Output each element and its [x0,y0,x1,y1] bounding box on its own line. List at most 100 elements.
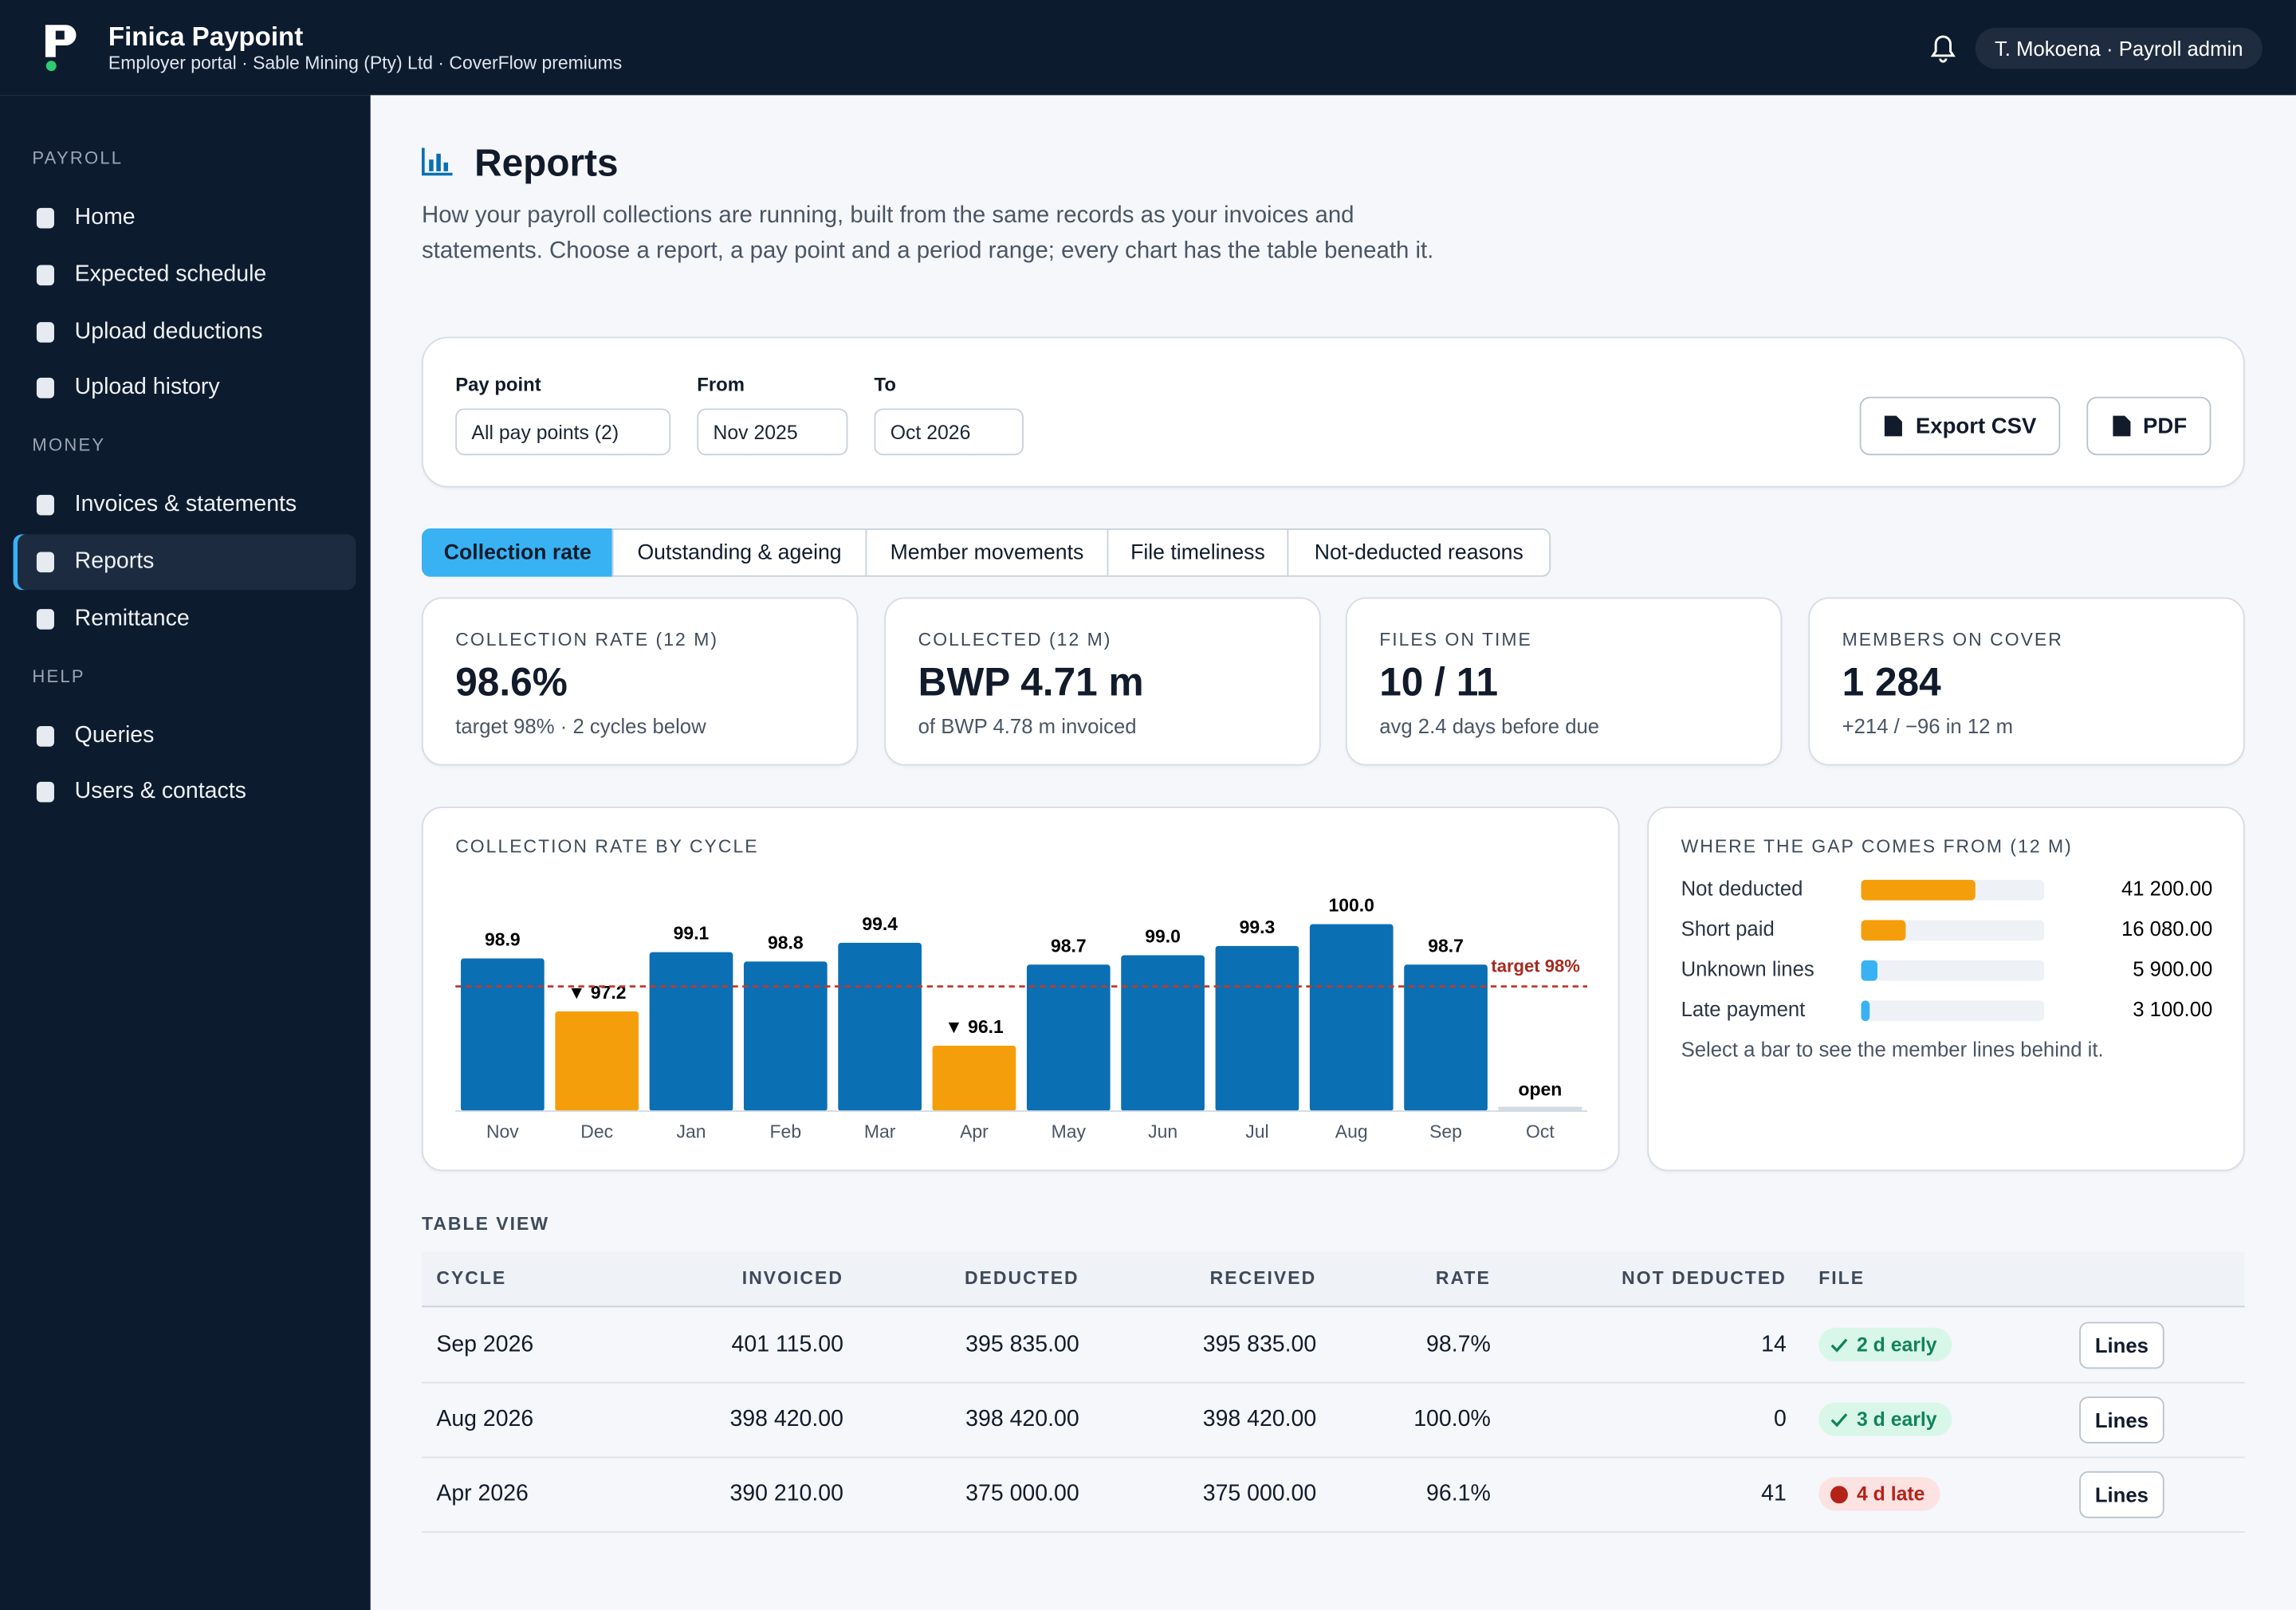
table-cell: 395 835.00 [1202,1332,1317,1357]
tab[interactable]: File timeliness [1107,528,1289,577]
bar [1215,945,1299,1112]
icon-shape [36,265,54,285]
tab[interactable]: Collection rate [421,528,614,577]
bar [1861,920,1906,941]
pdf-button[interactable]: PDF [2086,396,2211,456]
reports-icon [421,147,453,176]
bar [1861,879,1976,901]
column-header: DEDUCTED [964,1267,1079,1289]
status-icon [1830,1337,1848,1352]
top-bar: Finica Paypoint Employer portal · Sable … [0,0,2296,96]
value-label: 98.7 [1051,935,1087,956]
bar [649,952,733,1112]
table-cell: 41 [1761,1481,1787,1506]
x-tick-label: Jun [1148,1121,1177,1142]
value-label: 100.0 [1329,894,1374,915]
file-badge: 2 d early [1818,1327,1952,1362]
bar [838,942,922,1112]
nav-item[interactable]: Expected schedule [14,247,356,303]
status-icon [1830,1412,1848,1427]
bar-label: Short paid [1681,918,1775,940]
x-tick-label: Oct [1526,1121,1555,1142]
nav-item[interactable]: Upload deductions [14,304,356,359]
nav-label: Expected schedule [74,261,267,287]
bar [1861,960,1878,981]
x-tick-label: Aug [1335,1121,1368,1142]
brand-subtitle: Employer portal · Sable Mining (Pty) Ltd… [108,53,623,73]
kpi-label: COLLECTION RATE (12 M) [455,629,719,650]
lines-button[interactable]: Lines [2079,1396,2164,1444]
value-label: 99.4 [862,913,898,934]
x-tick-label: May [1052,1121,1087,1142]
page-title: Reports [474,140,619,185]
column-header: NOT DEDUCTED [1622,1267,1787,1289]
icon-shape [1830,1412,1848,1427]
table-cell: 398 420.00 [965,1407,1079,1432]
page-description: How your payroll collections are running… [421,203,1434,264]
nav-item[interactable]: Home [14,190,356,246]
bar [1026,964,1111,1112]
lines-button[interactable]: Lines [2079,1471,2164,1518]
nav-label: Upload deductions [74,318,263,344]
nav-label: Invoices & statements [74,492,297,517]
from-select[interactable]: Nov 2025 [697,408,848,456]
tab[interactable]: Outstanding & ageing [611,528,867,577]
table-title: TABLE VIEW [421,1213,550,1235]
button-label: Export CSV [1915,413,2037,439]
kpi-note: +214 / −96 in 12 m [1842,714,2014,738]
value-label: 98.8 [768,932,804,952]
lines-button[interactable]: Lines [2079,1321,2164,1369]
pay-point-select[interactable]: All pay points (2) [455,408,671,456]
icon-shape [36,378,54,399]
user-menu[interactable]: T. Mokoena · Payroll admin [1975,27,2263,69]
export-csv-button[interactable]: Export CSV [1859,396,2061,456]
icon-shape [36,495,54,516]
nav-icon [36,495,54,516]
to-select[interactable]: Oct 2026 [874,408,1024,456]
x-tick-label: Nov [486,1121,519,1142]
filter-label: To [874,373,896,395]
value-label: 41 200.00 [2121,878,2212,901]
table-cell: Aug 2026 [436,1407,534,1432]
nav-item[interactable]: Invoices & statements [14,477,356,533]
nav-icon [36,725,54,746]
notifications[interactable] [1930,33,1956,63]
icon-shape [36,725,54,746]
nav-item[interactable]: Reports [13,534,356,591]
filter-label: Pay point [455,373,541,395]
value-label: 99.0 [1145,926,1181,947]
tab[interactable]: Not-deducted reasons [1287,528,1551,577]
badge-label: 4 d late [1856,1482,1925,1506]
kpi-card: COLLECTION RATE (12 M) 98.6% target 98% · … [421,597,859,766]
bar-track [1861,920,2045,941]
brand: Finica Paypoint [108,22,304,52]
kpi-note: avg 2.4 days before due [1379,714,1600,738]
bar [555,1011,639,1112]
icon-shape [36,608,54,630]
kpi-value: BWP 4.71 m [918,660,1144,705]
target-label: target 98% [1491,956,1580,976]
nav-item[interactable]: Remittance [14,591,356,647]
nav-item[interactable]: Users & contacts [14,764,356,820]
column-header: RECEIVED [1209,1267,1317,1289]
logo [45,25,77,72]
open-placeholder [1498,1106,1582,1112]
nav-icon [36,378,54,399]
table-header [421,1251,2245,1308]
kpi-label: COLLECTED (12 M) [918,629,1112,650]
gap-card: WHERE THE GAP COMES FROM (12 M) Select a … [1647,807,2245,1172]
nav-icon [36,321,54,343]
chart-note: Select a bar to see the member lines beh… [1681,1039,2104,1062]
bar [743,961,828,1112]
kpi-note: of BWP 4.78 m invoiced [918,714,1137,738]
bar [932,1045,1016,1112]
kpi-label: FILES ON TIME [1379,629,1532,650]
badge-label: 3 d early [1856,1408,1937,1431]
x-tick-label: Jan [677,1121,706,1142]
chart-title: COLLECTION RATE BY CYCLE [455,836,758,857]
nav-item[interactable]: Queries [14,708,356,764]
nav-icon [36,608,54,630]
tab[interactable]: Member movements [865,528,1109,577]
nav-item[interactable]: Upload history [14,361,356,417]
